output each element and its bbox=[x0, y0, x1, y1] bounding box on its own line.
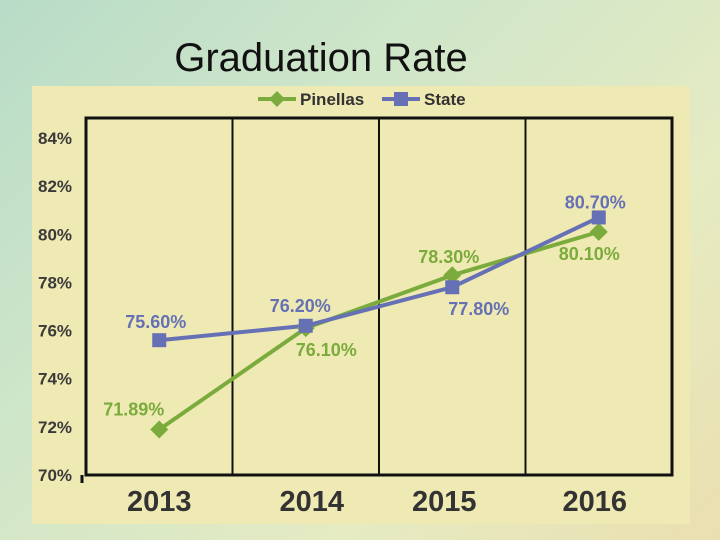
x-tick-label: 2014 bbox=[279, 486, 344, 518]
legend-marker bbox=[269, 91, 285, 107]
slide-title-text: Graduation Rate bbox=[174, 36, 468, 80]
x-tick-label: 2013 bbox=[127, 486, 192, 518]
x-axis-ticks: 2013 2014 2015 2016 bbox=[127, 486, 627, 518]
slide-title: Graduation Rate bbox=[0, 36, 720, 81]
data-point bbox=[298, 318, 313, 333]
data-label: 76.10% bbox=[296, 340, 357, 360]
legend-label: State bbox=[424, 90, 466, 109]
data-point bbox=[589, 222, 608, 241]
legend-marker bbox=[394, 92, 408, 106]
series-line bbox=[159, 215, 600, 343]
data-point bbox=[591, 210, 606, 225]
data-label: 78.30% bbox=[418, 247, 479, 267]
y-tick-label: 70% bbox=[38, 466, 72, 485]
x-tick-label: 2015 bbox=[412, 486, 477, 518]
data-labels: 71.89% 76.10% 78.30% 80.10% 75.60% 76.20% 77.8… bbox=[103, 192, 626, 419]
y-tick-label: 74% bbox=[38, 370, 72, 389]
data-label: 80.70% bbox=[565, 192, 626, 212]
legend-label: Pinellas bbox=[300, 90, 364, 109]
series-layer bbox=[150, 210, 608, 439]
plot-frame bbox=[80, 116, 674, 483]
y-tick-label: 82% bbox=[38, 177, 72, 196]
data-point bbox=[152, 333, 167, 348]
data-point bbox=[445, 280, 460, 295]
y-tick-label: 76% bbox=[38, 322, 72, 341]
y-tick-label: 84% bbox=[38, 129, 72, 148]
x-tick-label: 2016 bbox=[562, 486, 627, 518]
chart-panel: Pinellas State 70% 72% 74% 76% 78% 80% 82% 84% 2… bbox=[32, 86, 690, 524]
legend: Pinellas State bbox=[258, 90, 466, 109]
data-label: 80.10% bbox=[559, 244, 620, 264]
data-label: 75.60% bbox=[125, 312, 186, 332]
data-label: 76.20% bbox=[270, 296, 331, 316]
line-chart: Pinellas State 70% 72% 74% 76% 78% 80% 82% 84% 2… bbox=[38, 90, 674, 518]
data-point bbox=[443, 266, 462, 285]
y-tick-label: 80% bbox=[38, 225, 72, 244]
y-axis-ticks: 70% 72% 74% 76% 78% 80% 82% 84% bbox=[38, 129, 72, 485]
y-tick-label: 78% bbox=[38, 273, 72, 292]
y-tick-label: 72% bbox=[38, 418, 72, 437]
data-label: 77.80% bbox=[448, 299, 509, 319]
data-point bbox=[150, 420, 169, 439]
data-label: 71.89% bbox=[103, 400, 164, 420]
